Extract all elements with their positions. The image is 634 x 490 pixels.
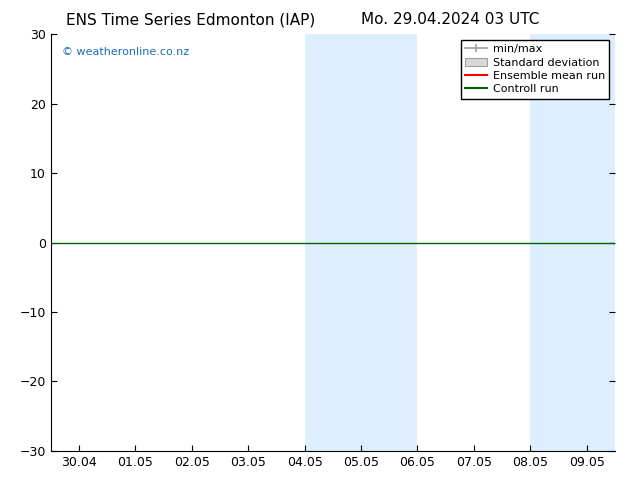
Bar [530,34,615,451]
Text: ENS Time Series Edmonton (IAP): ENS Time Series Edmonton (IAP) [65,12,315,27]
Text: © weatheronline.co.nz: © weatheronline.co.nz [62,47,189,57]
Legend: min/max, Standard deviation, Ensemble mean run, Controll run: min/max, Standard deviation, Ensemble me… [460,40,609,99]
Text: Mo. 29.04.2024 03 UTC: Mo. 29.04.2024 03 UTC [361,12,540,27]
Bar [304,34,418,451]
